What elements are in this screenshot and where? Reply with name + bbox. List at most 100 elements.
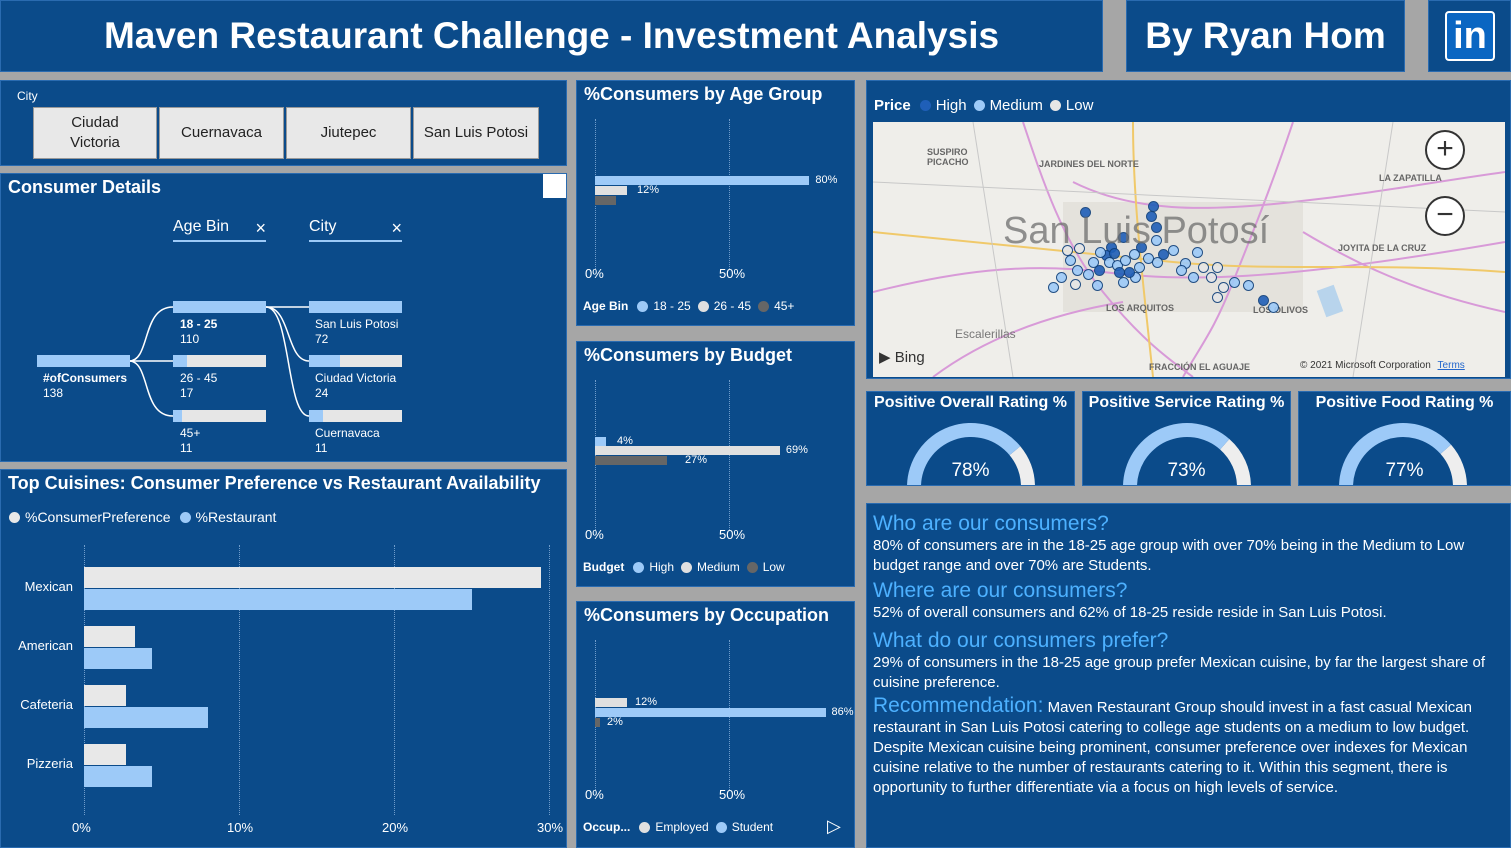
budget-legend-high: High bbox=[649, 560, 675, 574]
linkedin-icon[interactable]: in bbox=[1445, 11, 1495, 61]
city-option-jiutepec[interactable]: Jiutepec bbox=[286, 107, 411, 159]
city-node-text: Ciudad Victoria 24 bbox=[315, 371, 396, 401]
restaurant-map-point[interactable] bbox=[1168, 245, 1179, 256]
restaurant-map-point[interactable] bbox=[1056, 272, 1067, 283]
restaurant-map-point[interactable] bbox=[1062, 245, 1073, 256]
restaurant-map-point[interactable] bbox=[1229, 277, 1240, 288]
age-bin-close-icon[interactable]: × bbox=[255, 218, 266, 238]
cuisine-bar-preference[interactable] bbox=[84, 567, 542, 588]
restaurant-map-point[interactable] bbox=[1152, 257, 1163, 268]
city-node-fill bbox=[309, 355, 340, 367]
restaurant-map-point[interactable] bbox=[1136, 242, 1147, 253]
cuisine-bar-restaurant[interactable] bbox=[84, 707, 208, 728]
city-close-icon[interactable]: × bbox=[391, 218, 402, 238]
age_chart-bar[interactable] bbox=[595, 196, 617, 205]
price-legend-low: Low bbox=[1065, 97, 1094, 114]
restaurant-map-point[interactable] bbox=[1218, 282, 1229, 293]
zoom-out-button[interactable]: − bbox=[1425, 196, 1465, 236]
restaurant-map-point[interactable] bbox=[1151, 222, 1162, 233]
city-node-bar[interactable] bbox=[309, 410, 402, 422]
restaurant-map-point[interactable] bbox=[1124, 267, 1135, 278]
restaurant-map-point[interactable] bbox=[1243, 280, 1254, 291]
restaurant-map-point[interactable] bbox=[1083, 269, 1094, 280]
age-node-bar[interactable] bbox=[173, 410, 266, 422]
occupation_chart-bar[interactable] bbox=[595, 718, 601, 727]
consumer-details-panel: Consumer Details Age Bin × City × #ofCon… bbox=[0, 173, 567, 462]
restaurant-map-point[interactable] bbox=[1134, 262, 1145, 273]
restaurant-map-point[interactable] bbox=[1118, 277, 1129, 288]
road-e bbox=[932, 301, 1124, 377]
cuisine-bar-restaurant[interactable] bbox=[84, 648, 153, 669]
restaurant-map-point[interactable] bbox=[1146, 211, 1157, 222]
cuisine-bar-preference[interactable] bbox=[84, 626, 136, 647]
road-k bbox=[1352, 122, 1394, 377]
age-chart-title: %Consumers by Age Group bbox=[584, 84, 823, 104]
restaurant-map-point[interactable] bbox=[1120, 255, 1131, 266]
cuisine-gridline bbox=[549, 545, 550, 815]
restaurant-map-point[interactable] bbox=[1192, 247, 1203, 258]
restaurant-map-point[interactable] bbox=[1118, 232, 1129, 243]
budget_chart-bar[interactable] bbox=[595, 437, 606, 446]
rating-gauge-arc bbox=[907, 423, 1035, 485]
cuisine-category-label: Cafeteria bbox=[20, 697, 73, 712]
price-legend-high: High bbox=[935, 97, 967, 114]
age_chart-bar[interactable] bbox=[595, 186, 628, 195]
restaurant-map-point[interactable] bbox=[1212, 262, 1223, 273]
restaurant-map-point[interactable] bbox=[1176, 265, 1187, 276]
panel-menu-button[interactable] bbox=[543, 174, 566, 198]
restaurant-map-point[interactable] bbox=[1048, 282, 1059, 293]
age-node-bar[interactable] bbox=[173, 355, 266, 367]
restaurant-map-point[interactable] bbox=[1095, 247, 1106, 258]
cuisine-bar-preference[interactable] bbox=[84, 685, 126, 706]
city-node-label: Ciudad Victoria bbox=[315, 371, 397, 385]
connector-18-25-cv bbox=[265, 306, 310, 362]
restaurant-map-point[interactable] bbox=[1129, 249, 1140, 260]
price-legend: Price High Medium Low bbox=[874, 97, 1093, 114]
restaurant-map-point[interactable] bbox=[1070, 279, 1081, 290]
city-node-fill bbox=[309, 301, 402, 313]
city-option-san-luis-potosi[interactable]: San Luis Potosi bbox=[413, 107, 539, 159]
city-node-bar[interactable] bbox=[309, 301, 402, 313]
restaurant-map-point[interactable] bbox=[1065, 255, 1076, 266]
cuisine-bar-restaurant[interactable] bbox=[84, 766, 153, 787]
city-node-bar[interactable] bbox=[309, 355, 402, 367]
restaurant-map-point[interactable] bbox=[1258, 295, 1269, 306]
restaurant-map-point[interactable] bbox=[1198, 262, 1209, 273]
root-node-bar[interactable] bbox=[37, 355, 130, 367]
restaurant-map-point[interactable] bbox=[1114, 267, 1125, 278]
rating-gauge-title: Positive Overall Rating % bbox=[874, 394, 1067, 411]
insights-panel: Who are our consumers? 80% of consumers … bbox=[866, 503, 1511, 848]
map-canvas[interactable]: SUSPIRO PICACHO JARDINES DEL NORTE LA ZA… bbox=[873, 122, 1505, 377]
cuisine-bar-restaurant[interactable] bbox=[84, 589, 472, 610]
legend-next-icon[interactable]: ▷ bbox=[827, 816, 841, 836]
zoom-in-button[interactable]: + bbox=[1425, 130, 1465, 170]
age-bin-header[interactable]: Age Bin × bbox=[173, 218, 266, 242]
restaurant-map-point[interactable] bbox=[1092, 280, 1103, 291]
insight-question-1: Who are our consumers? bbox=[873, 512, 1109, 535]
cuisine-category-label: Pizzeria bbox=[26, 756, 73, 771]
restaurant-map-point[interactable] bbox=[1094, 265, 1105, 276]
restaurant-map-point[interactable] bbox=[1206, 272, 1217, 283]
occupation_chart-bar[interactable] bbox=[595, 708, 826, 717]
restaurant-map-point[interactable] bbox=[1080, 207, 1091, 218]
budget_chart-bar[interactable] bbox=[595, 446, 780, 455]
restaurant-map-point[interactable] bbox=[1074, 243, 1085, 254]
restaurant-map-point[interactable] bbox=[1188, 272, 1199, 283]
age-node-bar[interactable] bbox=[173, 301, 266, 313]
restaurant-map-point[interactable] bbox=[1109, 248, 1120, 259]
occupation_chart-bar[interactable] bbox=[595, 698, 628, 707]
restaurant-map-point[interactable] bbox=[1072, 265, 1083, 276]
gauge-remainder-arc bbox=[1009, 446, 1035, 485]
city-header[interactable]: City × bbox=[309, 218, 402, 242]
restaurant-map-point[interactable] bbox=[1212, 292, 1223, 303]
map-terms-link[interactable]: Terms bbox=[1437, 360, 1465, 371]
cuisine-bar-preference[interactable] bbox=[84, 744, 126, 765]
age_chart-bar[interactable] bbox=[595, 176, 810, 185]
restaurant-map-point[interactable] bbox=[1088, 257, 1099, 268]
restaurant-map-point[interactable] bbox=[1158, 249, 1169, 260]
restaurant-map-point[interactable] bbox=[1268, 302, 1279, 313]
restaurant-map-point[interactable] bbox=[1151, 235, 1162, 246]
city-option-ciudad-victoria[interactable]: Ciudad Victoria bbox=[33, 107, 157, 159]
city-option-cuernavaca[interactable]: Cuernavaca bbox=[159, 107, 284, 159]
budget_chart-bar[interactable] bbox=[595, 456, 668, 465]
